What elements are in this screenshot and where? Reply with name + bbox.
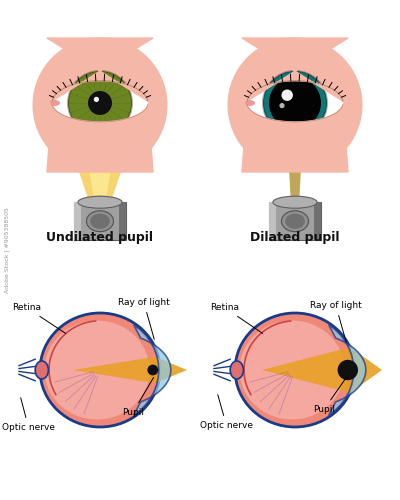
Ellipse shape: [44, 320, 150, 420]
Circle shape: [279, 103, 285, 108]
Circle shape: [88, 91, 112, 115]
Polygon shape: [262, 347, 350, 393]
Polygon shape: [86, 152, 114, 204]
Text: Retina: Retina: [12, 303, 66, 334]
Text: Retina: Retina: [210, 303, 263, 334]
Text: Dilated pupil: Dilated pupil: [250, 230, 340, 243]
Ellipse shape: [247, 80, 343, 126]
Polygon shape: [329, 325, 366, 415]
Circle shape: [282, 90, 293, 101]
Text: Undilated pupil: Undilated pupil: [46, 230, 154, 243]
Ellipse shape: [230, 361, 243, 379]
Circle shape: [263, 71, 327, 135]
Text: Ray of light: Ray of light: [118, 298, 170, 340]
Polygon shape: [47, 38, 153, 101]
Circle shape: [94, 97, 99, 102]
Polygon shape: [269, 202, 321, 240]
Circle shape: [269, 77, 321, 129]
Text: Optic nerve: Optic nerve: [2, 398, 55, 432]
Ellipse shape: [245, 100, 255, 106]
Polygon shape: [73, 357, 155, 383]
Ellipse shape: [90, 214, 110, 229]
Polygon shape: [134, 325, 171, 415]
Text: Adobe Stock | #905388505: Adobe Stock | #905388505: [4, 207, 10, 293]
Circle shape: [38, 43, 162, 167]
Polygon shape: [314, 202, 321, 240]
Polygon shape: [155, 357, 187, 383]
Polygon shape: [82, 124, 118, 176]
Polygon shape: [72, 152, 128, 204]
Text: Pupil: Pupil: [313, 378, 346, 414]
Ellipse shape: [86, 211, 114, 232]
Polygon shape: [74, 202, 81, 240]
Polygon shape: [242, 38, 348, 101]
Ellipse shape: [273, 196, 317, 208]
Ellipse shape: [290, 197, 300, 205]
Text: Optic nerve: Optic nerve: [200, 394, 253, 430]
Polygon shape: [242, 104, 348, 172]
Circle shape: [338, 360, 358, 380]
Polygon shape: [269, 202, 276, 240]
Ellipse shape: [240, 320, 344, 420]
Ellipse shape: [235, 313, 355, 427]
Polygon shape: [119, 202, 126, 240]
Text: Ray of light: Ray of light: [310, 301, 362, 343]
Polygon shape: [288, 152, 302, 204]
Ellipse shape: [282, 211, 308, 232]
Ellipse shape: [285, 214, 305, 229]
Circle shape: [147, 364, 158, 376]
Ellipse shape: [89, 196, 111, 206]
Circle shape: [68, 71, 132, 135]
Polygon shape: [65, 124, 135, 176]
Polygon shape: [47, 104, 153, 172]
Ellipse shape: [78, 196, 122, 208]
Ellipse shape: [35, 361, 48, 379]
Polygon shape: [74, 202, 126, 240]
Polygon shape: [350, 347, 382, 393]
Text: Pupil: Pupil: [122, 378, 154, 417]
Ellipse shape: [50, 100, 60, 106]
Ellipse shape: [52, 80, 148, 126]
Ellipse shape: [40, 313, 160, 427]
Circle shape: [233, 43, 357, 167]
